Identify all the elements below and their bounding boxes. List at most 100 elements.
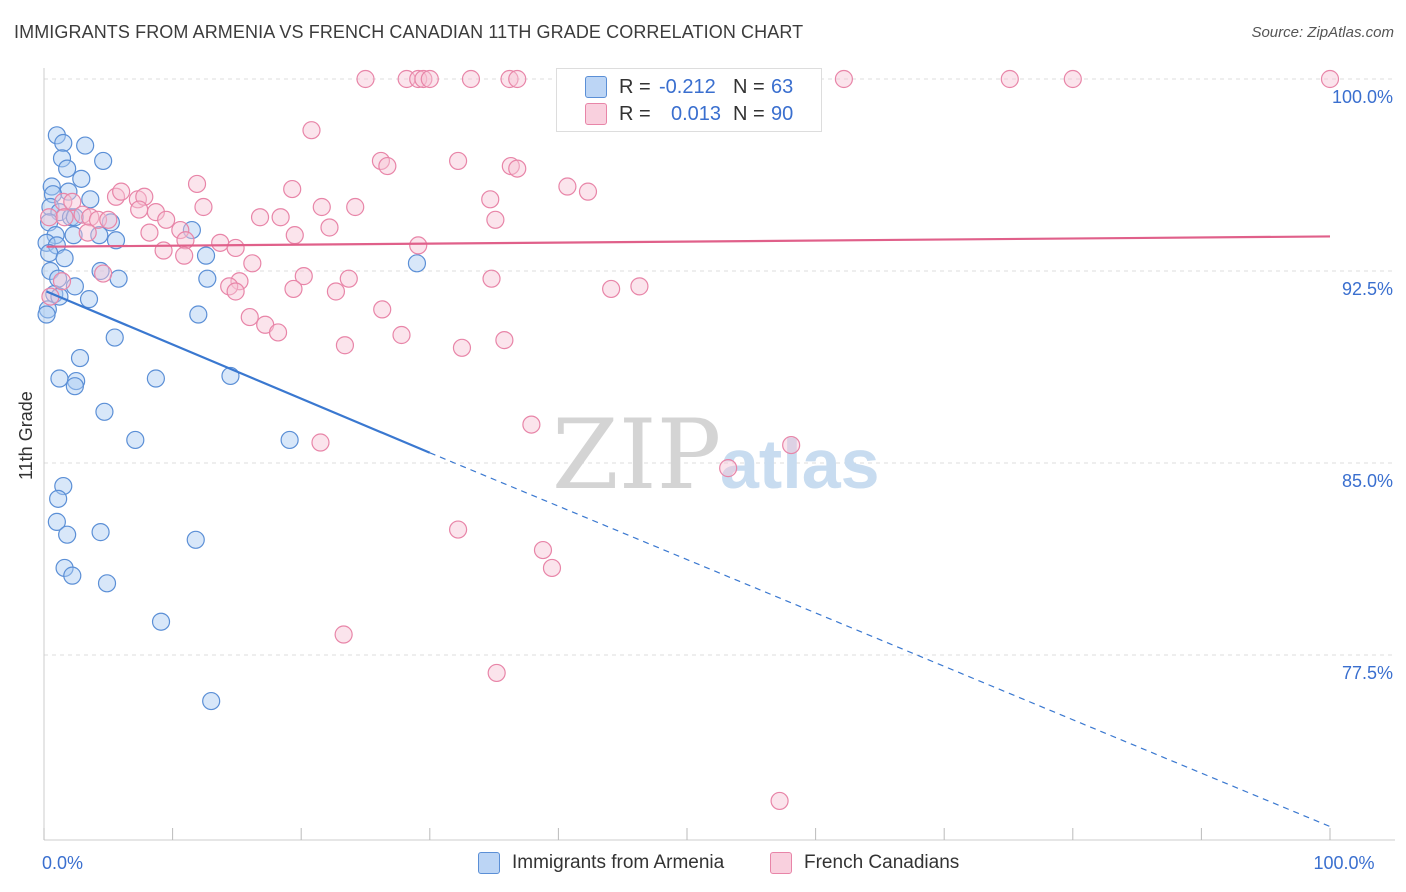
data-point — [280, 430, 299, 450]
data-point — [94, 264, 113, 283]
x-tick-label: 0.0% — [42, 853, 83, 873]
data-point — [40, 208, 59, 227]
x-tick-label: 100.0% — [1313, 853, 1374, 873]
data-point — [211, 233, 230, 252]
data-point — [54, 133, 73, 153]
data-point — [312, 197, 331, 217]
legend-item-french-canadian[interactable]: French Canadians — [770, 852, 959, 874]
data-point — [834, 69, 853, 89]
data-point — [37, 305, 56, 324]
data-point — [346, 197, 365, 217]
data-point — [79, 290, 99, 309]
data-point — [448, 520, 468, 539]
data-point — [448, 151, 468, 171]
data-point — [1063, 69, 1082, 89]
data-point — [47, 512, 66, 531]
data-point — [55, 558, 74, 578]
trend-line-french-canadian — [46, 235, 1331, 248]
data-point — [50, 369, 69, 388]
legend-n-label: N = — [733, 102, 765, 125]
data-point — [250, 208, 270, 227]
data-point — [186, 530, 205, 549]
data-point — [392, 325, 411, 345]
legend-row-french-canadian: R = 0.013 N = 90 — [585, 102, 793, 126]
data-point — [126, 430, 145, 450]
data-point — [285, 226, 304, 245]
trend-lines — [46, 235, 1331, 828]
watermark: ZIP atlas — [552, 399, 880, 511]
data-point — [187, 174, 207, 194]
data-point — [339, 269, 358, 288]
data-point — [106, 231, 126, 250]
data-point — [130, 200, 149, 219]
data-point — [109, 269, 128, 288]
data-point — [55, 249, 74, 268]
data-point — [243, 254, 262, 273]
legend-r-value: 0.013 — [671, 102, 722, 125]
data-point — [42, 177, 61, 196]
legend-swatch-blue — [585, 76, 607, 98]
trend-line-armenia-extension — [429, 452, 1331, 828]
data-point — [88, 210, 108, 229]
legend-item-armenia[interactable]: Immigrants from Armenia — [478, 852, 724, 874]
data-point — [226, 282, 245, 301]
data-point — [91, 523, 110, 542]
data-point — [63, 192, 82, 211]
data-point — [230, 272, 249, 291]
data-point — [283, 179, 302, 199]
data-point — [461, 69, 481, 89]
data-point — [61, 208, 81, 227]
data-point — [41, 261, 60, 281]
legend-n-label: N = — [733, 75, 765, 98]
data-point — [508, 159, 527, 178]
data-point — [52, 272, 72, 291]
data-point — [112, 182, 131, 201]
source-label: Source: ZipAtlas.com — [1251, 24, 1394, 41]
legend-n-value: 90 — [771, 102, 794, 125]
legend-row-armenia: R = -0.212 N = 63 — [585, 75, 793, 99]
data-point — [482, 269, 501, 288]
data-point — [356, 69, 375, 89]
data-point — [106, 187, 126, 206]
data-point — [59, 182, 78, 201]
watermark-zip: ZIP — [552, 399, 721, 511]
data-point — [72, 169, 91, 188]
data-point — [602, 279, 621, 299]
data-point — [140, 223, 159, 242]
data-point — [63, 566, 82, 585]
data-point — [630, 277, 649, 296]
data-point — [302, 121, 321, 140]
data-point — [70, 348, 90, 368]
legend-r-label: R = — [619, 75, 651, 98]
data-point — [452, 338, 472, 357]
data-point — [157, 210, 176, 229]
data-point — [58, 159, 77, 178]
data-point — [500, 69, 519, 89]
data-point — [189, 305, 208, 324]
data-point — [481, 190, 500, 209]
data-point — [78, 223, 97, 242]
y-tick-label: 85.0% — [1342, 471, 1393, 491]
legend-item-label: Immigrants from Armenia — [512, 852, 725, 873]
data-point — [320, 218, 339, 237]
trend-line-armenia — [46, 290, 431, 454]
y-tick-label: 92.5% — [1342, 279, 1393, 299]
legend-r-value: -0.212 — [659, 75, 716, 98]
data-point — [508, 69, 527, 89]
data-point — [542, 558, 562, 578]
data-point — [719, 459, 738, 478]
data-point — [81, 190, 100, 209]
data-point — [770, 791, 789, 811]
legend-swatch-pink — [585, 103, 607, 125]
data-point — [94, 151, 113, 171]
data-point — [196, 246, 216, 265]
data-point — [146, 369, 165, 388]
data-point — [65, 377, 84, 396]
data-point — [154, 241, 173, 260]
data-point — [409, 236, 428, 255]
data-point — [335, 336, 355, 355]
data-point — [175, 246, 194, 265]
data-point — [202, 691, 221, 711]
data-point — [284, 279, 303, 299]
